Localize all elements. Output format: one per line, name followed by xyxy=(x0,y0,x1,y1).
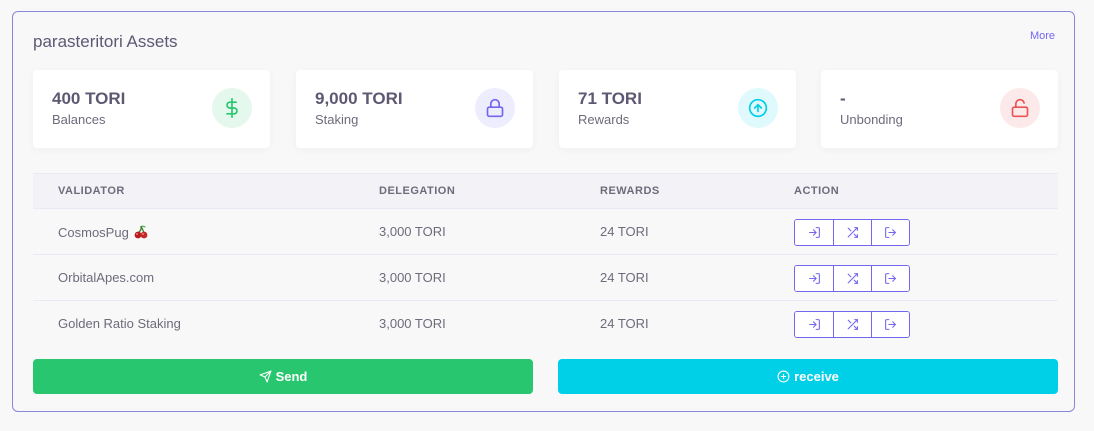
lock-icon xyxy=(475,88,515,128)
send-button-label: Send xyxy=(275,369,308,384)
action-button-group xyxy=(794,265,910,292)
arrow-up-circle-icon xyxy=(738,88,778,128)
header-rewards: Rewards xyxy=(600,185,660,197)
stat-label: Balances xyxy=(52,112,106,127)
dollar-icon xyxy=(212,88,252,128)
cherry-icon xyxy=(134,225,148,239)
stat-value: 400 TORI xyxy=(52,89,126,108)
stat-value: 9,000 TORI xyxy=(315,89,403,108)
rewards-cell: 24 TORI xyxy=(600,316,649,331)
header-action: Action xyxy=(794,185,840,197)
stat-staking: 9,000 TORI Staking xyxy=(296,70,533,148)
stat-value: - xyxy=(840,89,846,108)
rewards-cell: 24 TORI xyxy=(600,270,649,285)
plus-circle-icon xyxy=(777,370,790,383)
send-icon xyxy=(259,370,272,383)
unlock-icon xyxy=(1000,88,1040,128)
redelegate-button[interactable] xyxy=(833,312,871,337)
shuffle-icon xyxy=(847,273,858,284)
log-in-icon xyxy=(808,227,820,238)
delegation-cell: 3,000 TORI xyxy=(379,270,446,285)
delegate-button[interactable] xyxy=(795,312,833,337)
log-out-icon xyxy=(885,273,896,284)
log-in-icon xyxy=(808,319,820,330)
assets-card: parasteritori Assets More 400 TORI Balan… xyxy=(12,11,1075,412)
receive-button[interactable]: receive xyxy=(558,359,1058,394)
stats-row: 400 TORI Balances 9,000 TORI Staking 7 xyxy=(33,70,1058,148)
table-row: Golden Ratio Staking 3,000 TORI 24 TORI xyxy=(33,301,1058,347)
validator-cell: CosmosPug xyxy=(58,224,149,240)
header-delegation: Delegation xyxy=(379,185,456,197)
log-out-icon xyxy=(885,319,896,330)
undelegate-button[interactable] xyxy=(871,312,909,337)
stat-label: Staking xyxy=(315,112,359,127)
validator-name: Golden Ratio Staking xyxy=(58,316,181,331)
redelegate-button[interactable] xyxy=(833,220,871,245)
header-validator: Validator xyxy=(58,185,125,197)
log-in-icon xyxy=(808,273,820,284)
card-title: parasteritori Assets xyxy=(33,32,178,51)
undelegate-button[interactable] xyxy=(871,266,909,291)
stat-balances: 400 TORI Balances xyxy=(33,70,270,148)
action-button-group xyxy=(794,219,910,246)
log-out-icon xyxy=(885,227,896,238)
delegation-cell: 3,000 TORI xyxy=(379,224,446,239)
rewards-cell: 24 TORI xyxy=(600,224,649,239)
undelegate-button[interactable] xyxy=(871,220,909,245)
validator-table: Validator Delegation Rewards Action Cosm… xyxy=(33,173,1058,347)
stat-label: Rewards xyxy=(578,112,630,127)
stat-value: 71 TORI xyxy=(578,89,642,108)
redelegate-button[interactable] xyxy=(833,266,871,291)
stat-unbonding: - Unbonding xyxy=(821,70,1058,148)
stat-label: Unbonding xyxy=(840,112,903,127)
table-header: Validator Delegation Rewards Action xyxy=(33,173,1058,209)
action-button-group xyxy=(794,311,910,338)
table-row: OrbitalApes.com 3,000 TORI 24 TORI xyxy=(33,255,1058,301)
shuffle-icon xyxy=(847,319,858,330)
stat-rewards: 71 TORI Rewards xyxy=(559,70,796,148)
validator-name: CosmosPug xyxy=(58,225,129,240)
send-button[interactable]: Send xyxy=(33,359,533,394)
validator-name: OrbitalApes.com xyxy=(58,270,155,285)
more-link[interactable]: More xyxy=(1029,30,1055,42)
shuffle-icon xyxy=(847,227,858,238)
delegate-button[interactable] xyxy=(795,266,833,291)
delegate-button[interactable] xyxy=(795,220,833,245)
delegation-cell: 3,000 TORI xyxy=(379,316,446,331)
table-row: CosmosPug 3,000 TORI 24 TORI xyxy=(33,209,1058,255)
receive-button-label: receive xyxy=(794,369,839,384)
